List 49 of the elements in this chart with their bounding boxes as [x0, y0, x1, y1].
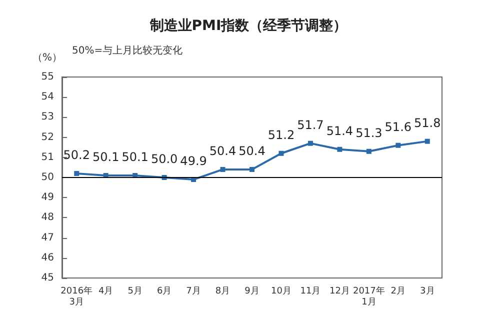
x-tick-label: 10月 — [271, 286, 292, 296]
y-tick-label: 54 — [41, 92, 54, 103]
data-label: 50.0 — [150, 152, 178, 166]
x-tick-label: 7月 — [186, 286, 201, 296]
x-tick-label: 2月 — [390, 286, 406, 296]
y-tick-label: 52 — [41, 132, 54, 143]
data-label: 51.3 — [356, 126, 382, 140]
point — [278, 150, 284, 156]
y-tick-label: 53 — [41, 112, 54, 123]
y-tick-label: 46 — [41, 252, 54, 264]
x-tick-label: 3月 — [420, 286, 435, 296]
data-label: 51.7 — [297, 118, 324, 132]
x-tick-label: 9月 — [244, 286, 260, 296]
point — [220, 166, 226, 172]
text: 50%=与上月比较无变化 — [72, 44, 183, 56]
y-tick-label: 48 — [41, 212, 54, 224]
chart-title: 制造业PMI指数（经季节调整） — [148, 17, 348, 34]
x-tick-label: 11月 — [300, 286, 321, 296]
y-axis-title: （%） — [32, 52, 62, 64]
point — [308, 140, 313, 146]
x-tick-label: 6月 — [156, 286, 172, 296]
data-label: 49.9 — [180, 154, 207, 168]
y-tick-label: 51 — [41, 152, 54, 163]
x-tick-label: 4月 — [98, 286, 114, 296]
y-tick-label: 49 — [41, 192, 54, 204]
data-label: 51.2 — [268, 128, 295, 142]
point — [74, 170, 80, 176]
x-tick-label: 5月 — [128, 286, 142, 296]
data-label: 50.2 — [63, 148, 90, 162]
data-label: 50.1 — [92, 150, 120, 164]
data-label: 51.4 — [326, 124, 354, 138]
x-tick-label: 8月 — [215, 286, 230, 296]
y-tick-label: 45 — [41, 272, 54, 284]
data-label: 51.6 — [384, 120, 412, 134]
point — [396, 142, 401, 148]
y-tick-label: 55 — [41, 72, 54, 82]
x-tick-label: 12月 — [329, 286, 350, 296]
point — [366, 148, 372, 154]
data-label: 51.8 — [414, 116, 441, 130]
data-label: 50.4 — [238, 144, 266, 158]
y-tick-label: 47 — [41, 232, 54, 244]
data-label: 50.1 — [122, 150, 148, 164]
point — [250, 166, 254, 172]
y-tick-label: 50 — [41, 172, 54, 183]
point — [337, 146, 342, 152]
x-tick-label: 2016年 3月 — [60, 286, 93, 308]
x-tick-label: 2017年 1月 — [352, 286, 385, 308]
point — [424, 138, 430, 144]
data-label: 50.4 — [209, 144, 236, 158]
